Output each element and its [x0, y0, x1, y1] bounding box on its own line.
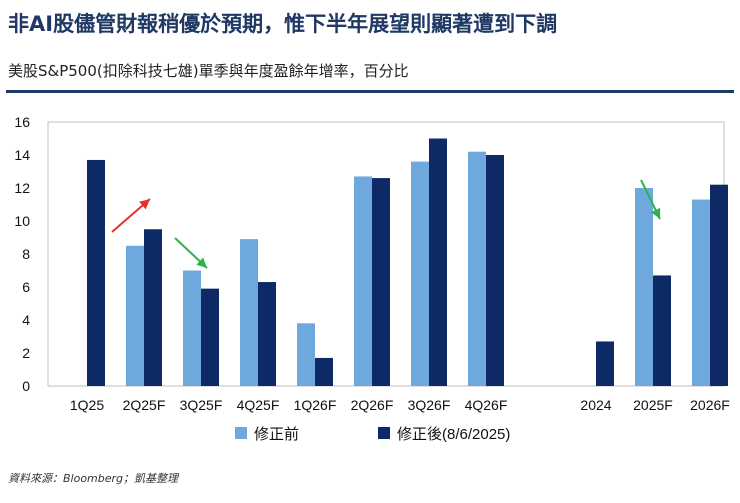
bar-after-2026F: [710, 184, 728, 386]
bar-after-4Q26F: [486, 155, 504, 386]
bar-after-2Q26F: [372, 178, 390, 386]
x-tick-label: 2024: [580, 397, 611, 413]
legend-swatch-before: [235, 427, 247, 439]
bar-before-3Q25F: [183, 270, 201, 386]
x-tick-label: 3Q25F: [180, 397, 223, 413]
bar-before-4Q26F: [468, 151, 486, 386]
legend-label-before: 修正前: [254, 426, 299, 443]
legend-label-after: 修正後(8/6/2025): [397, 426, 510, 443]
y-tick-label: 10: [14, 213, 30, 229]
x-tick-label: 4Q25F: [237, 397, 280, 413]
x-tick-label: 2Q25F: [123, 397, 166, 413]
bar-after-1Q26F: [315, 357, 333, 386]
bar-after-1Q25: [87, 159, 105, 386]
y-tick-label: 14: [14, 147, 30, 163]
bar-after-2Q25F: [144, 229, 162, 386]
title-divider: [6, 90, 734, 93]
y-tick-label: 2: [22, 345, 30, 361]
bar-before-2Q25F: [126, 245, 144, 386]
x-tick-label: 1Q26F: [294, 397, 337, 413]
bar-after-4Q25F: [258, 282, 276, 386]
bar-after-3Q26F: [429, 138, 447, 386]
bar-before-3Q26F: [411, 161, 429, 386]
bar-before-2026F: [692, 199, 710, 386]
chart-subtitle: 美股S&P500(扣除科技七雄)單季與年度盈餘年增率，百分比: [8, 62, 409, 80]
y-tick-label: 0: [22, 378, 30, 394]
x-tick-label: 2025F: [633, 397, 673, 413]
y-tick-label: 16: [14, 114, 30, 130]
y-tick-label: 8: [22, 246, 30, 262]
x-tick-label: 2026F: [690, 397, 730, 413]
source-note: 資料來源：Bloomberg；凱基整理: [8, 472, 179, 485]
chart-title: 非AI股儘管財報稍優於預期，惟下半年展望則顯著遭到下調: [8, 12, 558, 36]
y-tick-label: 4: [22, 312, 30, 328]
bar-after-3Q25F: [201, 288, 219, 386]
down-arrow-annotation-head: [651, 207, 661, 219]
bar-after-2025F: [653, 275, 671, 386]
x-tick-label: 1Q25: [70, 397, 104, 413]
bar-after-2024: [596, 341, 614, 386]
legend-swatch-after: [378, 427, 390, 439]
y-tick-label: 6: [22, 279, 30, 295]
y-tick-label: 12: [14, 180, 30, 196]
bar-before-2025F: [635, 188, 653, 386]
bar-before-2Q26F: [354, 176, 372, 386]
x-tick-label: 2Q26F: [351, 397, 394, 413]
up-arrow-annotation-head: [139, 199, 150, 210]
x-tick-label: 4Q26F: [465, 397, 508, 413]
x-tick-label: 3Q26F: [408, 397, 451, 413]
down-arrow-annotation-head: [196, 257, 207, 268]
bar-before-4Q25F: [240, 239, 258, 386]
bar-before-1Q26F: [297, 323, 315, 386]
